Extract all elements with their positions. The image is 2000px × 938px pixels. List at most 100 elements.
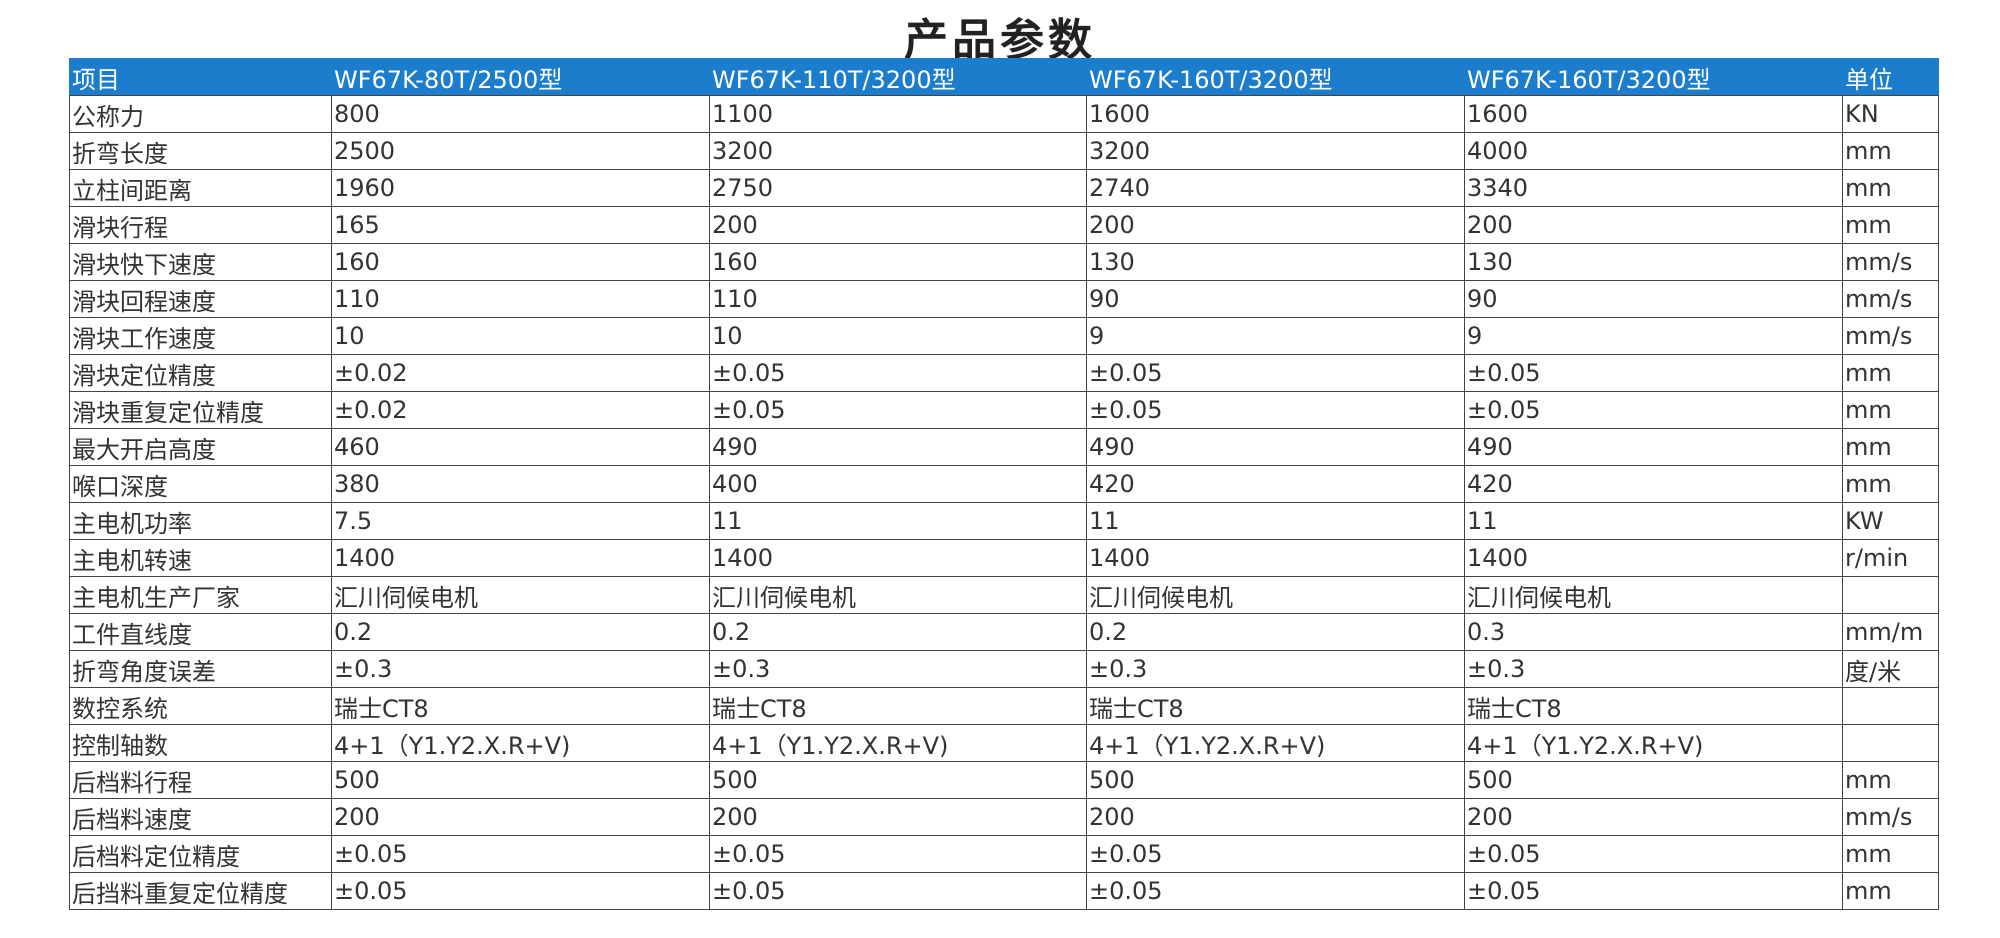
table-cell: 380 xyxy=(331,465,710,503)
row-label: 主电机功率 xyxy=(69,502,332,540)
table-cell: 汇川伺候电机 xyxy=(1086,576,1465,614)
table-cell: 490 xyxy=(709,428,1087,466)
table-cell: 160 xyxy=(331,243,710,281)
table-cell: 0.2 xyxy=(709,613,1087,651)
table-cell: 200 xyxy=(1464,206,1843,244)
table-cell: mm xyxy=(1842,465,1939,503)
table-row: 后档料行程 500 500 500 500 mm xyxy=(69,761,1939,799)
row-label: 工件直线度 xyxy=(69,613,332,651)
row-label: 滑块行程 xyxy=(69,206,332,244)
row-label: 后档料定位精度 xyxy=(69,835,332,873)
table-row: 折弯长度 2500 3200 3200 4000 mm xyxy=(69,132,1939,170)
table-cell: 4+1（Y1.Y2.X.R+V) xyxy=(331,724,710,762)
row-label: 折弯长度 xyxy=(69,132,332,170)
table-cell: 4+1（Y1.Y2.X.R+V) xyxy=(709,724,1087,762)
table-cell: 9 xyxy=(1086,317,1465,355)
table-cell: 2750 xyxy=(709,169,1087,207)
table-cell: 11 xyxy=(709,502,1087,540)
table-cell: 4+1（Y1.Y2.X.R+V) xyxy=(1086,724,1465,762)
table-cell: ±0.05 xyxy=(1464,391,1843,429)
table-cell: ±0.05 xyxy=(331,872,710,910)
row-label: 主电机生产厂家 xyxy=(69,576,332,614)
table-cell: mm xyxy=(1842,354,1939,392)
table-row: 后档料速度 200 200 200 200 mm/s xyxy=(69,798,1939,836)
table-cell: 130 xyxy=(1086,243,1465,281)
table-cell: 490 xyxy=(1086,428,1465,466)
table-cell: 3340 xyxy=(1464,169,1843,207)
table-cell: ±0.05 xyxy=(709,835,1087,873)
table-cell xyxy=(1842,724,1939,762)
table-row: 公称力 800 1100 1600 1600 KN xyxy=(69,95,1939,133)
table-cell: 500 xyxy=(709,761,1087,799)
row-label: 公称力 xyxy=(69,95,332,133)
table-cell: 4+1（Y1.Y2.X.R+V) xyxy=(1464,724,1843,762)
table-cell: ±0.05 xyxy=(709,872,1087,910)
table-cell: 1100 xyxy=(709,95,1087,133)
table-cell: 1400 xyxy=(1464,539,1843,577)
table-row: 主电机生产厂家 汇川伺候电机 汇川伺候电机 汇川伺候电机 汇川伺候电机 xyxy=(69,576,1939,614)
table-cell: ±0.05 xyxy=(709,354,1087,392)
table-cell: 400 xyxy=(709,465,1087,503)
table-row: 折弯角度误差 ±0.3 ±0.3 ±0.3 ±0.3 度/米 xyxy=(69,650,1939,688)
table-cell: ±0.05 xyxy=(1086,835,1465,873)
row-label: 喉口深度 xyxy=(69,465,332,503)
table-cell: ±0.05 xyxy=(1086,391,1465,429)
table-cell: mm xyxy=(1842,761,1939,799)
table-cell: 0.2 xyxy=(331,613,710,651)
table-cell: 200 xyxy=(1086,206,1465,244)
table-row: 滑块重复定位精度 ±0.02 ±0.05 ±0.05 ±0.05 mm xyxy=(69,391,1939,429)
table-cell: 200 xyxy=(709,206,1087,244)
table-cell: ±0.05 xyxy=(709,391,1087,429)
page-title: 产品参数 xyxy=(904,15,1096,66)
table-row: 滑块快下速度 160 160 130 130 mm/s xyxy=(69,243,1939,281)
header-cell: 单位 xyxy=(1842,58,1939,96)
table-cell: 瑞士CT8 xyxy=(331,687,710,725)
table-cell: mm xyxy=(1842,391,1939,429)
table-row: 后档料定位精度 ±0.05 ±0.05 ±0.05 ±0.05 mm xyxy=(69,835,1939,873)
table-cell: mm/m xyxy=(1842,613,1939,651)
table-cell: ±0.02 xyxy=(331,354,710,392)
table-cell: 7.5 xyxy=(331,502,710,540)
table-cell: 11 xyxy=(1464,502,1843,540)
table-cell: 800 xyxy=(331,95,710,133)
table-cell: 瑞士CT8 xyxy=(1086,687,1465,725)
header-cell: WF67K-160T/3200型 xyxy=(1464,58,1843,96)
table-cell: r/min xyxy=(1842,539,1939,577)
table-cell: mm xyxy=(1842,169,1939,207)
table-cell: 200 xyxy=(1086,798,1465,836)
table-cell: mm/s xyxy=(1842,243,1939,281)
table-cell: 度/米 xyxy=(1842,650,1939,688)
table-cell: 2740 xyxy=(1086,169,1465,207)
table-cell: 165 xyxy=(331,206,710,244)
table-cell: 1400 xyxy=(709,539,1087,577)
table-cell: 0.2 xyxy=(1086,613,1465,651)
table-cell: mm/s xyxy=(1842,798,1939,836)
table-cell: mm xyxy=(1842,428,1939,466)
table-cell: ±0.05 xyxy=(1464,354,1843,392)
table-row: 主电机功率 7.5 11 11 11 KW xyxy=(69,502,1939,540)
table-cell: 1400 xyxy=(331,539,710,577)
table-cell: ±0.05 xyxy=(331,835,710,873)
row-label: 主电机转速 xyxy=(69,539,332,577)
table-cell: ±0.02 xyxy=(331,391,710,429)
table-row: 立柱间距离 1960 2750 2740 3340 mm xyxy=(69,169,1939,207)
table-cell xyxy=(1842,576,1939,614)
row-label: 立柱间距离 xyxy=(69,169,332,207)
table-cell: 11 xyxy=(1086,502,1465,540)
table-cell: 汇川伺候电机 xyxy=(1464,576,1843,614)
table-cell: ±0.05 xyxy=(1464,872,1843,910)
header-cell: 项目 xyxy=(69,58,332,96)
table-cell: KW xyxy=(1842,502,1939,540)
table-cell: 1600 xyxy=(1086,95,1465,133)
header-row: 项目 WF67K-80T/2500型 WF67K-110T/3200型 WF67K-1… xyxy=(69,58,1939,96)
table-cell: 420 xyxy=(1086,465,1465,503)
table-cell: 1600 xyxy=(1464,95,1843,133)
row-label: 后挡料重复定位精度 xyxy=(69,872,332,910)
table-cell: ±0.3 xyxy=(1086,650,1465,688)
table-row: 最大开启高度 460 490 490 490 mm xyxy=(69,428,1939,466)
table-cell: 0.3 xyxy=(1464,613,1843,651)
table-cell: 10 xyxy=(709,317,1087,355)
table-row: 滑块定位精度 ±0.02 ±0.05 ±0.05 ±0.05 mm xyxy=(69,354,1939,392)
header-cell: WF67K-80T/2500型 xyxy=(331,58,710,96)
table-cell: 90 xyxy=(1086,280,1465,318)
